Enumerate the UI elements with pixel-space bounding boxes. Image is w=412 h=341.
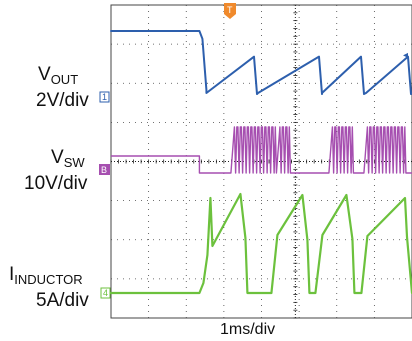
svg-text:4: 4 xyxy=(103,288,108,298)
waveform-traces xyxy=(109,30,412,295)
vout-channel-marker: 1 xyxy=(99,91,110,103)
vsw-label: VSW xyxy=(51,147,85,170)
vsw-channel-marker: B xyxy=(99,164,110,175)
inductor-scale: 5A/div xyxy=(36,290,89,311)
time-scale-label: 1ms/div xyxy=(220,321,275,338)
svg-text:T: T xyxy=(227,5,233,15)
vout-label: VOUT xyxy=(38,64,78,87)
inductor-current-trace xyxy=(109,192,412,295)
oscilloscope-grid xyxy=(110,4,412,319)
inductor-channel-marker: 4 xyxy=(100,287,111,299)
vsw-scale: 10V/div xyxy=(24,173,88,194)
trigger-marker: T xyxy=(224,3,236,19)
svg-text:B: B xyxy=(101,165,107,175)
right-edge-marker: ◂ xyxy=(403,50,408,61)
vsw-trace xyxy=(111,126,412,174)
svg-text:1: 1 xyxy=(102,92,107,102)
vout-trace xyxy=(110,30,412,95)
vout-scale: 2V/div xyxy=(36,90,89,111)
inductor-label: IINDUCTOR xyxy=(9,264,83,287)
